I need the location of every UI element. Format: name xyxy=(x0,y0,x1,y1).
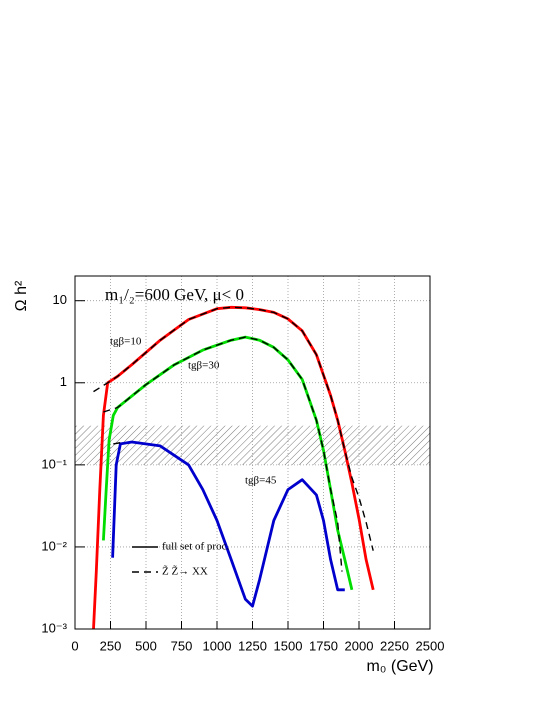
series-line xyxy=(92,305,375,630)
x-axis-label: m₀ (GeV) xyxy=(366,658,433,675)
x-tick-label: 750 xyxy=(171,638,193,653)
series-line xyxy=(113,441,125,445)
x-tick-label: 1750 xyxy=(309,638,338,653)
x-tick-label: 1250 xyxy=(238,638,267,653)
x-tick-label: 2250 xyxy=(380,638,409,653)
y-tick-label: 1 xyxy=(60,374,67,389)
x-tick-label: 250 xyxy=(100,638,122,653)
x-tick-label: 2500 xyxy=(416,638,445,653)
series-line xyxy=(93,306,374,551)
legend-label: full set of proc. xyxy=(162,541,229,553)
series-line xyxy=(103,336,343,572)
x-tick-label: 500 xyxy=(135,638,157,653)
series-line xyxy=(111,440,345,608)
curve-annotation: tgβ=10 xyxy=(110,336,142,348)
hatched-band xyxy=(75,425,430,465)
x-tick-label: 1500 xyxy=(274,638,303,653)
y-tick-label: 10⁻² xyxy=(41,538,67,553)
chart-title: m₁/₂=600 GeV, μ< 0 xyxy=(105,285,244,304)
plot-frame xyxy=(74,275,431,630)
curve-annotation: tgβ=30 xyxy=(188,360,220,372)
y-tick-label: 10 xyxy=(53,292,67,307)
legend-label: Z̃ Z̃→ XX xyxy=(162,564,208,577)
y-axis-label: Ω h² xyxy=(13,280,30,311)
y-tick-label: 10⁻¹ xyxy=(41,456,67,471)
x-tick-label: 0 xyxy=(71,638,78,653)
x-tick-label: 2000 xyxy=(345,638,374,653)
y-tick-label: 10⁻³ xyxy=(41,620,67,635)
x-tick-label: 1000 xyxy=(203,638,232,653)
curve-annotation: tgβ=45 xyxy=(245,475,277,487)
